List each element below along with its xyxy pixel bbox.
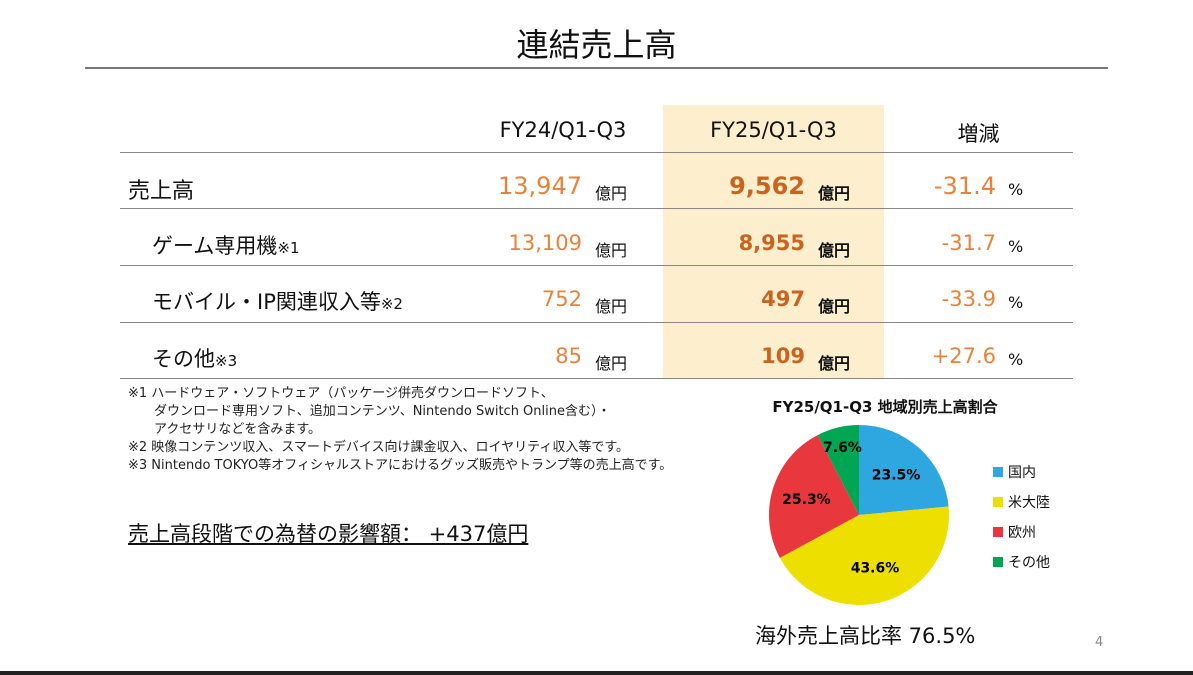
legend-swatch [993, 467, 1003, 477]
legend-swatch [993, 557, 1003, 567]
row-divider [120, 208, 1073, 209]
pie-slice-1 [779, 506, 949, 605]
pie-slice-0 [859, 425, 949, 515]
percent-label: % [1008, 180, 1024, 199]
row-divider [120, 322, 1073, 323]
pie-title: FY25/Q1-Q3 地域別売上高割合 [772, 398, 998, 416]
fy24-value: 13,109 [508, 231, 582, 256]
legend-label: 欧州 [1008, 525, 1036, 541]
unit-label: 億円 [595, 241, 628, 260]
legend-swatch [993, 527, 1003, 537]
unit-label: 億円 [818, 354, 851, 373]
legend-item: その他 [993, 552, 1050, 572]
fy24-value: 85 [555, 344, 582, 369]
pie-slice-3 [817, 425, 859, 515]
unit-label: 億円 [818, 297, 851, 316]
legend-swatch [993, 497, 1003, 507]
pie-chart: 23.5% 43.6% 25.3% 7.6% [769, 425, 949, 605]
legend-item: 欧州 [993, 522, 1036, 542]
footnote-line: ※1 ハードウェア・ソフトウェア（パッケージ併売ダウンロードソフト、 [128, 386, 554, 401]
fy24-value: 752 [541, 287, 582, 312]
unit-label: 億円 [818, 184, 851, 203]
change-value: +27.6 [931, 344, 996, 369]
unit-label: 億円 [595, 354, 628, 373]
percent-label: % [1008, 350, 1024, 369]
percent-label: % [1008, 293, 1024, 312]
unit-label: 億円 [595, 297, 628, 316]
fy25-value: 497 [761, 287, 805, 312]
header-fy24: FY24/Q1-Q3 [499, 118, 627, 142]
fy25-column-highlight [663, 105, 884, 378]
pie-data-label: 25.3% [782, 492, 831, 508]
row-label: 売上高 [128, 179, 195, 204]
row-divider [120, 265, 1073, 266]
overseas-ratio: 海外売上高比率 76.5% [755, 624, 976, 648]
change-value: -33.9 [941, 287, 996, 312]
fy24-value: 13,947 [498, 172, 582, 201]
legend-item: 米大陸 [993, 492, 1050, 512]
title-divider [85, 67, 1108, 69]
unit-label: 億円 [595, 184, 628, 203]
fy25-value: 8,955 [738, 231, 805, 256]
footnote-line: アクセサリなどを含みます。 [128, 422, 322, 437]
pie-data-label: 23.5% [872, 467, 921, 483]
row-label: モバイル・IP関連収入等※2 [152, 290, 403, 314]
legend-item: 国内 [993, 462, 1036, 482]
pie-data-label: 43.6% [851, 561, 900, 577]
fx-impact: 売上高段階での為替の影響額： +437億円 [128, 522, 529, 546]
page-number: 4 [1095, 635, 1104, 650]
pie-slice-2 [769, 435, 859, 558]
fy25-value: 109 [761, 344, 805, 369]
unit-label: 億円 [818, 241, 851, 260]
change-value: -31.7 [941, 231, 996, 256]
row-divider [120, 152, 1073, 153]
bottom-bar [0, 671, 1193, 675]
row-label: その他※3 [152, 347, 238, 371]
footnote-line: ダウンロード専用ソフト、追加コンテンツ、Nintendo Switch Onli… [128, 404, 611, 419]
header-change: 増減 [957, 122, 1000, 146]
footnote-line: ※3 Nintendo TOKYO等オフィシャルストアにおけるグッズ販売やトラン… [128, 458, 673, 473]
slide-title: 連結売上高 [516, 26, 677, 64]
change-value: -31.4 [933, 172, 996, 201]
percent-label: % [1008, 237, 1024, 256]
row-divider [120, 378, 1073, 379]
header-fy25: FY25/Q1-Q3 [710, 118, 837, 142]
row-label: ゲーム専用機※1 [152, 234, 300, 258]
pie-data-label: 7.6% [823, 440, 862, 456]
legend-label: 国内 [1008, 465, 1036, 481]
legend-label: 米大陸 [1008, 495, 1050, 511]
legend-label: その他 [1008, 555, 1050, 571]
fy25-value: 9,562 [729, 172, 805, 201]
footnote-line: ※2 映像コンテンツ収入、スマートデバイス向け課金収入、ロイヤリティ収入等です。 [128, 440, 630, 455]
